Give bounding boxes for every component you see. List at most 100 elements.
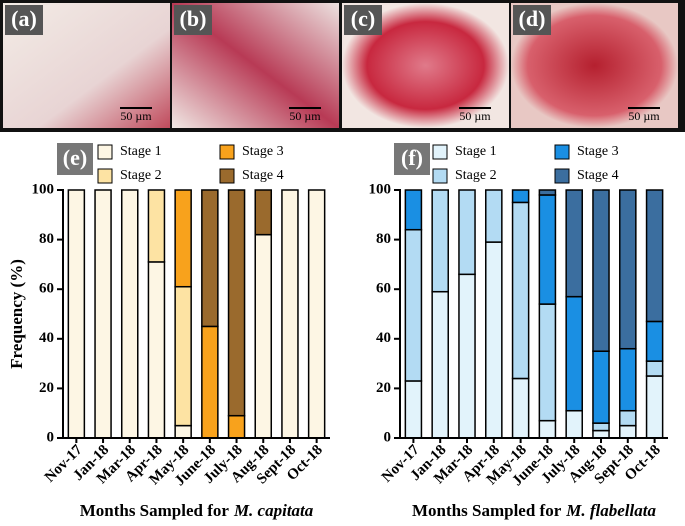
bar-segment	[201, 325, 219, 439]
y-tick-label: 80	[39, 231, 54, 247]
panel-label-box	[344, 5, 382, 35]
bar-segment	[619, 424, 637, 439]
charts: (e) Stage 1 Stage 2 Stage 3 Stage 4 0 20 40 60 80…	[32, 143, 668, 520]
bar-segment	[645, 375, 664, 439]
legend-label: Stage 4	[242, 168, 284, 183]
bar-segment	[645, 320, 664, 362]
bar-segment	[227, 414, 246, 439]
legend-swatch	[554, 168, 570, 184]
bar-segment	[458, 273, 476, 439]
bar-segment	[645, 189, 664, 323]
y-tick-label: 60	[376, 281, 391, 297]
y-tick-label: 20	[39, 380, 54, 396]
x-axis-label-text: Months Sampled for	[80, 501, 230, 520]
panel-label-box	[5, 5, 43, 35]
legend-swatch	[554, 144, 570, 160]
bar-segment	[619, 189, 637, 350]
bar-segment	[254, 189, 273, 236]
panel-label-box	[394, 143, 430, 175]
y-tick-label: 0	[47, 429, 55, 445]
y-tick-label: 60	[39, 281, 54, 297]
bar-segment	[201, 189, 219, 328]
scale-label: 50 µm	[289, 109, 321, 123]
legend-label: Stage 3	[242, 144, 284, 159]
bar-segment	[592, 350, 610, 424]
bar-segment	[565, 409, 583, 439]
y-tick-label: 100	[32, 181, 55, 197]
legend-label: Stage 1	[120, 144, 162, 159]
bar-segment	[174, 285, 192, 427]
y-tick-label: 40	[39, 330, 54, 346]
panel-label: (a)	[11, 6, 37, 31]
legend-swatch	[97, 168, 113, 184]
legend-swatch	[432, 168, 448, 184]
bar-segment	[404, 189, 423, 231]
legend-swatch	[97, 144, 113, 160]
panel-label-box	[513, 5, 551, 35]
bar-segment	[565, 295, 583, 412]
bar-segment	[147, 261, 166, 439]
bar-segment	[645, 360, 664, 377]
bar-segment	[619, 347, 637, 412]
scale-label: 50 µm	[459, 109, 491, 123]
bar-segment	[538, 194, 557, 305]
bar-segment	[511, 201, 530, 380]
bar-segment	[404, 380, 423, 439]
y-tick-label: 80	[376, 231, 391, 247]
bar-segment	[511, 189, 530, 204]
bar-segment	[431, 189, 449, 293]
bar-segment	[485, 241, 503, 439]
y-tick-label: 0	[384, 429, 392, 445]
bar-segment	[67, 189, 86, 439]
panel-label: (e)	[63, 145, 87, 170]
panel-label: (f)	[401, 145, 423, 170]
legend-swatch	[432, 144, 448, 160]
x-axis-label-text: Months Sampled for	[412, 501, 562, 520]
bar-segment	[404, 228, 423, 382]
bar-segment	[227, 189, 246, 417]
bar-segment	[254, 233, 273, 439]
legend-label: Stage 2	[455, 168, 497, 183]
bar-segment	[619, 409, 637, 427]
x-axis-label-species: M. capitata	[233, 501, 314, 520]
panel-label-box	[174, 5, 212, 35]
panel-label: (c)	[351, 6, 375, 31]
bar-segment	[458, 189, 476, 276]
legend-label: Stage 1	[455, 144, 497, 159]
bar-segment	[147, 189, 166, 263]
y-tick-label: 40	[376, 330, 391, 346]
bar-segment	[538, 303, 557, 422]
bar-segment	[485, 189, 503, 243]
x-axis-label: Months Sampled for M. flabellata	[412, 501, 656, 520]
legend-label: Stage 3	[577, 144, 619, 159]
scale-label: 50 µm	[120, 109, 152, 123]
bar-segment	[592, 422, 610, 432]
panel-label: (b)	[180, 6, 207, 31]
micrographs: (a) 50 µm (b) 50 µm (c) 50 µm (d) 50 µm	[3, 3, 678, 128]
bar-segment	[592, 189, 610, 352]
y-axis-label: Frequency (%)	[7, 259, 26, 369]
bar-segment	[538, 189, 557, 196]
bar-segment	[94, 189, 112, 439]
panel-label-box	[57, 143, 93, 175]
x-axis-label-species: M. flabellata	[565, 501, 656, 520]
bar-segment	[307, 189, 326, 439]
bar-segment	[592, 429, 610, 439]
bar-segment	[565, 189, 583, 298]
y-tick-label: 100	[369, 181, 392, 197]
bar-segment	[511, 377, 530, 439]
bar-segment	[174, 424, 192, 439]
bar-segment	[281, 189, 299, 439]
bar-segment	[538, 419, 557, 439]
x-axis-label: Months Sampled for M. capitata	[80, 501, 314, 520]
legend-swatch	[219, 144, 235, 160]
legend-label: Stage 4	[577, 168, 619, 183]
bar-segment	[431, 290, 449, 439]
scale-label: 50 µm	[628, 109, 660, 123]
legend-swatch	[219, 168, 235, 184]
bar-segment	[174, 189, 192, 288]
y-tick-label: 20	[376, 380, 391, 396]
panel-label: (d)	[519, 6, 546, 31]
legend-label: Stage 2	[120, 168, 162, 183]
